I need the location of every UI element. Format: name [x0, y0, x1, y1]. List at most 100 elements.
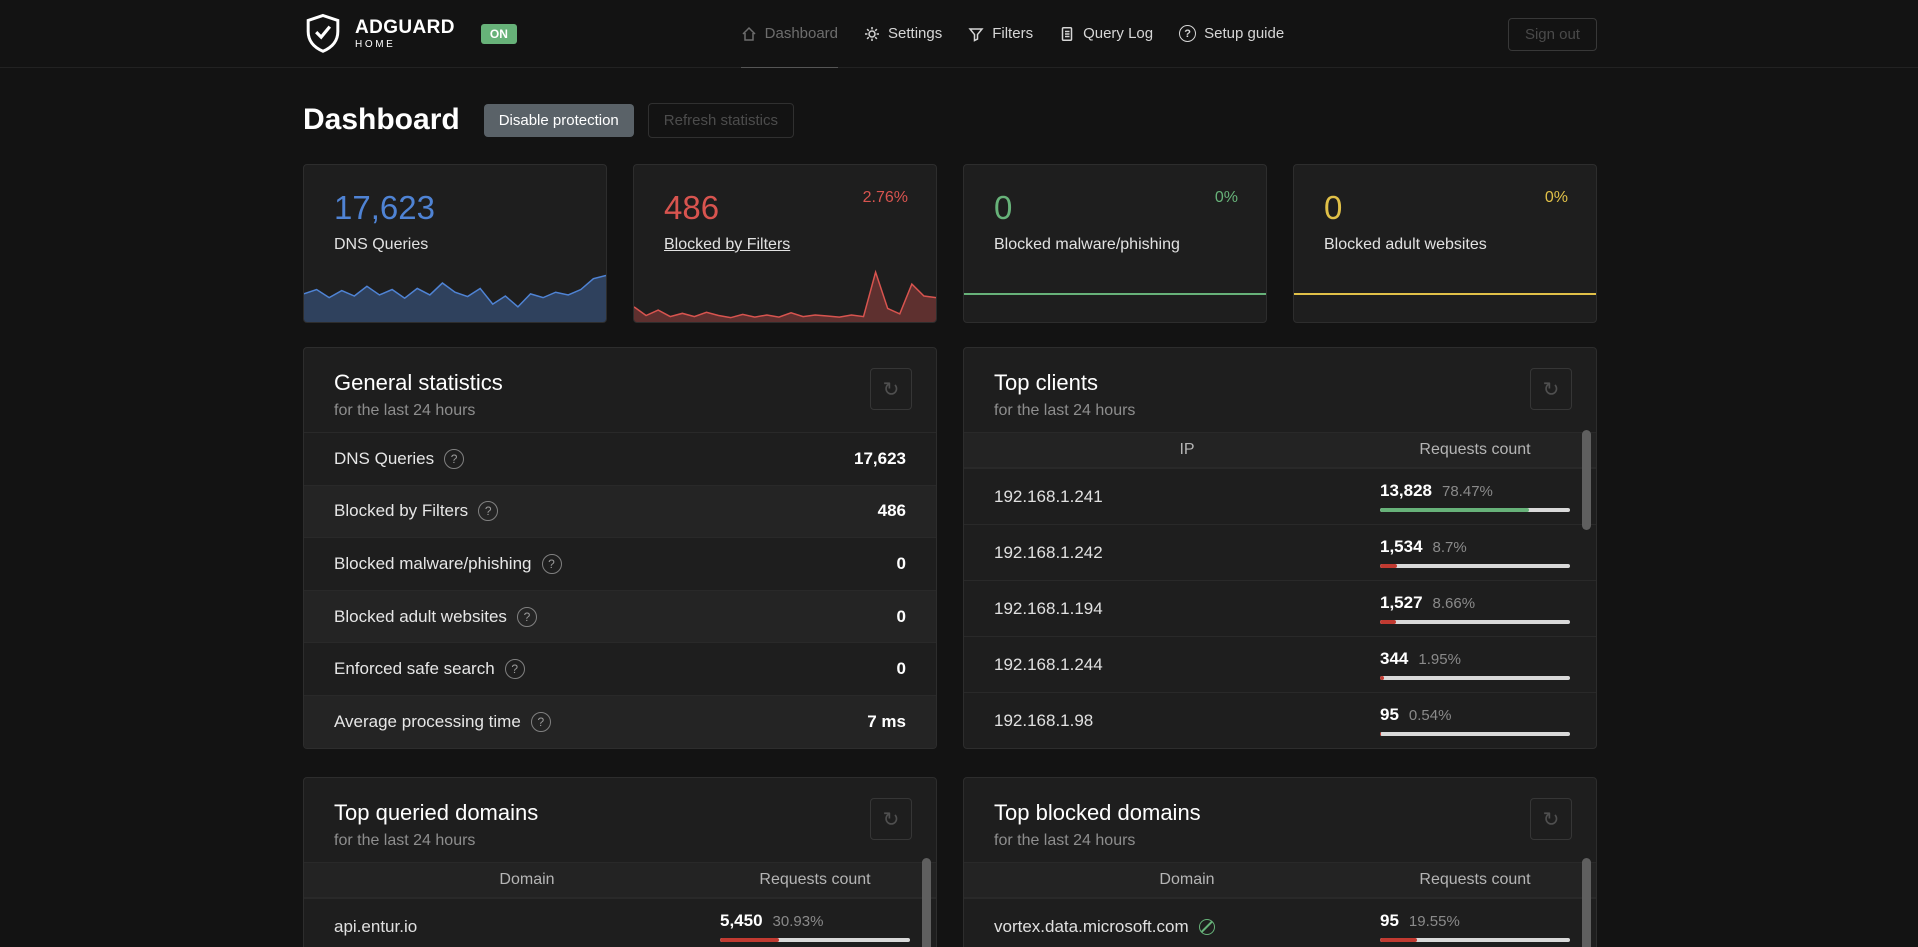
help-icon[interactable]: ? [504, 659, 525, 680]
client-row: 192.168.1.98 95 0.54% [964, 692, 1596, 748]
scrollbar-thumb[interactable] [922, 858, 931, 947]
page-title: Dashboard [303, 103, 460, 136]
blocked-by-filters-link[interactable]: Blocked by Filters [664, 236, 791, 253]
panel-title: General statistics [334, 370, 503, 395]
requests-count: 13,828 [1380, 481, 1432, 500]
filter-funnel-icon [968, 27, 984, 42]
nav-label: Query Log [1083, 25, 1154, 42]
protection-status-badge: ON [480, 24, 517, 44]
sparkline-flat [964, 293, 1266, 295]
refresh-card-button[interactable]: ↻ [870, 368, 912, 410]
nav-item-filters[interactable]: Filters [968, 0, 1033, 68]
general-statistics-table: DNS Queries ? 17,623 Blocked by Filters … [304, 432, 936, 748]
stat-row-label: Blocked by Filters [334, 501, 469, 521]
requests-percent: 8.66% [1432, 595, 1476, 612]
domain-row: api.entur.io 5,450 30.93% [304, 898, 936, 947]
stat-row-label: DNS Queries [334, 448, 435, 468]
panel-subtitle: for the last 24 hours [334, 832, 476, 849]
client-row: 192.168.1.242 1,534 8.7% [964, 524, 1596, 580]
nav-item-query-log[interactable]: Query Log [1059, 0, 1153, 68]
stat-row: Blocked by Filters ? 486 [304, 484, 936, 538]
client-ip[interactable]: 192.168.1.194 [994, 598, 1103, 618]
help-icon[interactable]: ? [541, 553, 562, 574]
stat-row: Enforced safe search ? 0 [304, 642, 936, 695]
disable-protection-button[interactable]: Disable protection [483, 103, 634, 137]
scrollbar-thumb[interactable] [1582, 858, 1591, 947]
progress-bar-fill [1380, 508, 1530, 512]
nav-item-dashboard[interactable]: Dashboard [740, 0, 839, 68]
nav-item-settings[interactable]: Settings [864, 0, 942, 68]
stat-row-value: 0 [896, 659, 906, 679]
panels-row-2: Top queried domains for the last 24 hour… [303, 777, 1597, 947]
nav-label: Filters [992, 25, 1034, 42]
client-ip[interactable]: 192.168.1.242 [994, 542, 1103, 562]
stat-percent: 0% [1214, 189, 1238, 206]
progress-bar [1380, 508, 1570, 512]
help-icon[interactable]: ? [516, 606, 537, 627]
stat-percent: 0% [1544, 189, 1568, 206]
requests-percent: 19.55% [1408, 913, 1460, 930]
top-blocked-domains-card: Top blocked domains for the last 24 hour… [963, 777, 1597, 947]
nav-label: Setup guide [1204, 25, 1285, 42]
stat-card-blocked-malware: 0 Blocked malware/phishing 0% [963, 164, 1267, 323]
stat-row-value: 486 [877, 501, 906, 521]
refresh-card-button[interactable]: ↻ [870, 798, 912, 840]
help-icon[interactable]: ? [478, 501, 499, 522]
stat-row-value: 7 ms [867, 711, 906, 731]
stat-row: Blocked adult websites ? 0 [304, 589, 936, 643]
client-ip[interactable]: 192.168.1.98 [994, 710, 1094, 730]
stat-row: DNS Queries ? 17,623 [304, 432, 936, 485]
top-navigation-bar: ADGUARD HOME ON Dashboard Settings [0, 0, 1918, 68]
adguard-logo: ADGUARD HOME ON [303, 13, 517, 55]
stat-value: 0 [994, 189, 1013, 226]
refresh-statistics-button[interactable]: Refresh statistics [647, 102, 794, 138]
stat-row-label: Blocked adult websites [334, 606, 507, 626]
stat-value: 486 [664, 189, 720, 226]
stat-row: Average processing time ? 7 ms [304, 694, 936, 748]
scrollbar-thumb[interactable] [1582, 430, 1591, 530]
help-circle-icon: ? [1179, 25, 1197, 42]
requests-percent: 30.93% [772, 913, 824, 930]
help-icon[interactable]: ? [444, 448, 465, 469]
shield-check-icon [306, 13, 340, 53]
panel-title: Top queried domains [334, 800, 539, 825]
client-row: 192.168.1.244 344 1.95% [964, 636, 1596, 692]
stat-card-blocked-by-filters: 486 Blocked by Filters 2.76% [633, 164, 937, 323]
stat-row-label: Enforced safe search [334, 659, 495, 679]
help-icon[interactable]: ? [530, 711, 551, 732]
stat-row-value: 0 [896, 606, 906, 626]
brand-name: ADGUARD [355, 16, 455, 38]
panel-subtitle: for the last 24 hours [334, 402, 476, 419]
progress-bar-fill [720, 938, 779, 942]
progress-bar [1380, 564, 1570, 568]
client-row: 192.168.1.194 1,527 8.66% [964, 580, 1596, 636]
refresh-card-button[interactable]: ↻ [1530, 798, 1572, 840]
panel-title: Top clients [994, 370, 1098, 395]
top-queried-domains-card: Top queried domains for the last 24 hour… [303, 777, 937, 947]
requests-count: 95 [1380, 911, 1399, 930]
requests-percent: 8.7% [1432, 539, 1467, 556]
domain-row: vortex.data.microsoft.com 95 19.55% [964, 898, 1596, 947]
stat-label: DNS Queries [334, 236, 429, 253]
stat-cards-row: 17,623 DNS Queries 486 Blocked by Filter… [303, 164, 1597, 323]
nav-item-setup-guide[interactable]: ? Setup guide [1179, 0, 1284, 68]
stat-row-label: Average processing time [334, 711, 521, 731]
refresh-card-button[interactable]: ↻ [1530, 368, 1572, 410]
blocked-slash-icon [1198, 918, 1215, 935]
column-header-requests: Requests count [1419, 441, 1531, 458]
log-document-icon [1061, 26, 1073, 41]
stat-percent: 2.76% [862, 189, 908, 206]
requests-percent: 1.95% [1418, 651, 1461, 668]
domain-name[interactable]: api.entur.io [334, 916, 418, 936]
client-ip[interactable]: 192.168.1.241 [994, 486, 1103, 506]
panel-title: Top blocked domains [994, 800, 1201, 825]
panel-subtitle: for the last 24 hours [994, 402, 1136, 419]
client-ip[interactable]: 192.168.1.244 [994, 654, 1103, 674]
domain-name[interactable]: vortex.data.microsoft.com [994, 917, 1380, 937]
requests-percent: 78.47% [1442, 483, 1493, 500]
top-clients-card: Top clients for the last 24 hours ↻ IP R… [963, 347, 1597, 749]
sign-out-button[interactable]: Sign out [1507, 17, 1597, 51]
table-header: Domain Requests count [964, 862, 1596, 898]
progress-bar-fill [1380, 938, 1418, 942]
requests-count: 344 [1380, 649, 1409, 668]
